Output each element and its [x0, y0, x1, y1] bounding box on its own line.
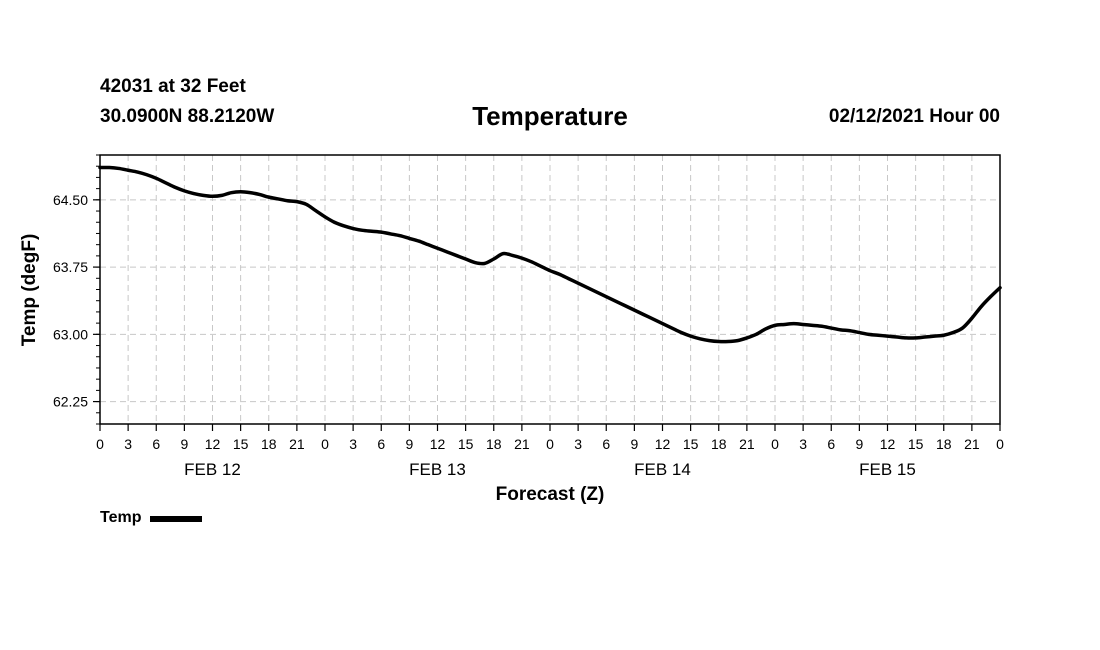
x-tick-label: 9: [630, 436, 638, 452]
x-tick-label: 9: [405, 436, 413, 452]
axis-ticks: [93, 154, 1001, 431]
x-tick-label: 18: [936, 436, 952, 452]
x-tick-label: 15: [908, 436, 924, 452]
x-tick-label: 0: [546, 436, 554, 452]
x-tick-label: 3: [574, 436, 582, 452]
day-label: FEB 14: [634, 460, 691, 479]
x-tick-label: 12: [430, 436, 446, 452]
y-tick-label: 62.25: [53, 394, 88, 410]
x-tick-label: 15: [683, 436, 699, 452]
day-label: FEB 13: [409, 460, 466, 479]
y-tick-label: 63.00: [53, 326, 88, 342]
legend-swatch-temp: [150, 516, 203, 522]
axis-labels: 0 3 6 9 12 15 18 21 0 3 6 9 12 15 18 21 0 3 6 9 12 15 18 21 0 3 6 9…: [53, 192, 1004, 479]
y-tick-label: 63.75: [53, 259, 88, 275]
series-layer: [98, 165, 1002, 344]
x-tick-label: 0: [771, 436, 779, 452]
x-tick-label: 15: [458, 436, 474, 452]
chart-title: Temperature: [472, 101, 628, 131]
y-tick-label: 64.50: [53, 192, 88, 208]
x-tick-label: 3: [799, 436, 807, 452]
series-line-temp: [98, 165, 1002, 344]
x-tick-label: 12: [880, 436, 896, 452]
x-tick-label: 15: [233, 436, 249, 452]
x-tick-label: 12: [655, 436, 671, 452]
x-tick-label: 6: [827, 436, 835, 452]
x-tick-label: 3: [349, 436, 357, 452]
x-tick-label: 12: [205, 436, 221, 452]
x-tick-label: 21: [739, 436, 755, 452]
x-tick-label: 18: [711, 436, 727, 452]
x-tick-label: 18: [261, 436, 277, 452]
station-label: 42031 at 32 Feet: [100, 76, 246, 97]
station-coordinates: 30.0900N 88.2120W: [100, 106, 275, 127]
x-axis-label: Forecast (Z): [496, 484, 605, 505]
x-tick-label: 9: [180, 436, 188, 452]
forecast-issue-time: 02/12/2021 Hour 00: [828, 106, 1000, 127]
day-label: FEB 15: [859, 460, 916, 479]
grid-lines: [100, 155, 1000, 424]
x-tick-label: 3: [124, 436, 132, 452]
x-tick-label: 0: [996, 436, 1004, 452]
legend-label-temp: Temp: [100, 509, 142, 526]
x-tick-label: 6: [377, 436, 385, 452]
x-tick-label: 21: [964, 436, 980, 452]
x-tick-label: 21: [289, 436, 305, 452]
x-tick-label: 9: [855, 436, 863, 452]
legend: Temp: [100, 509, 203, 527]
x-tick-label: 21: [514, 436, 530, 452]
y-axis-label: Temp (degF): [19, 234, 40, 347]
day-label: FEB 12: [184, 460, 241, 479]
x-tick-label: 0: [321, 436, 329, 452]
x-tick-label: 18: [486, 436, 502, 452]
x-tick-label: 0: [96, 436, 104, 452]
x-tick-label: 6: [152, 436, 160, 452]
x-tick-label: 6: [602, 436, 610, 452]
